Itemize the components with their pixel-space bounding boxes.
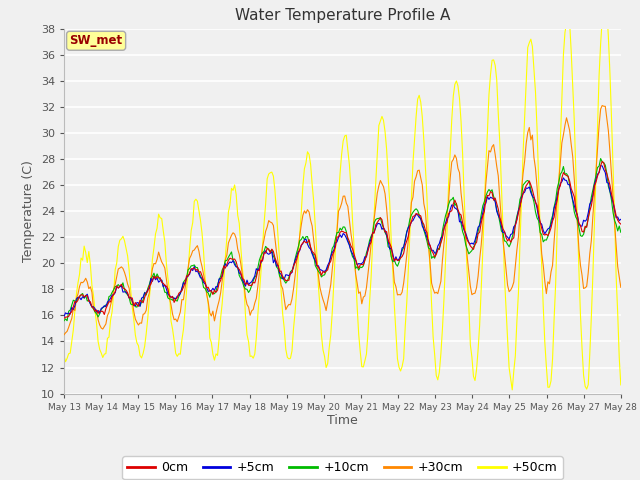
Text: SW_met: SW_met: [70, 34, 123, 47]
Title: Water Temperature Profile A: Water Temperature Profile A: [235, 9, 450, 24]
X-axis label: Time: Time: [327, 414, 358, 427]
Y-axis label: Temperature (C): Temperature (C): [22, 160, 35, 262]
Legend: 0cm, +5cm, +10cm, +30cm, +50cm: 0cm, +5cm, +10cm, +30cm, +50cm: [122, 456, 563, 480]
